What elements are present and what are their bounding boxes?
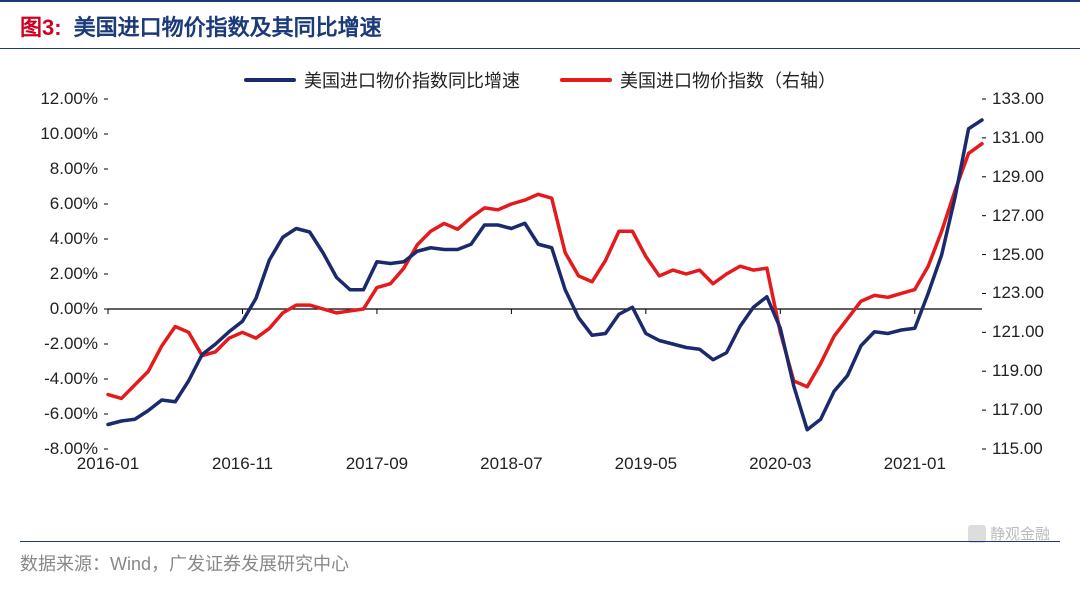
legend-label-1: 美国进口物价指数同比增速 (304, 67, 520, 93)
legend-item-series2: 美国进口物价指数（右轴） (560, 67, 836, 93)
plot-area: 12.00%10.00%8.00%6.00%4.00%2.00%0.00%-2.… (20, 99, 1060, 499)
x-tick: 2016-11 (212, 454, 273, 474)
source-text: 数据来源：Wind，广发证券发展研究中心 (20, 550, 349, 576)
x-tick: 2020-03 (749, 454, 811, 474)
x-tick: 2017-09 (346, 454, 408, 474)
legend-item-series1: 美国进口物价指数同比增速 (244, 67, 520, 93)
chart-legend: 美国进口物价指数同比增速 美国进口物价指数（右轴） (0, 49, 1080, 99)
legend-swatch-2 (560, 78, 612, 82)
y-axis-left: 12.00%10.00%8.00%6.00%4.00%2.00%0.00%-2.… (20, 99, 98, 449)
wechat-icon (968, 525, 986, 543)
chart-footer: 数据来源：Wind，广发证券发展研究中心 (20, 541, 1060, 576)
figure-label: 图3: (20, 10, 62, 42)
plot-canvas (108, 99, 982, 449)
x-tick: 2021-01 (884, 454, 946, 474)
legend-swatch-1 (244, 78, 296, 82)
y-axis-right: 133.00131.00129.00127.00125.00123.00121.… (992, 99, 1060, 449)
x-tick: 2018-07 (480, 454, 542, 474)
x-tick: 2016-01 (77, 454, 139, 474)
x-tick: 2019-05 (615, 454, 677, 474)
chart-header: 图3: 美国进口物价指数及其同比增速 (0, 0, 1080, 49)
figure-title: 美国进口物价指数及其同比增速 (74, 10, 382, 42)
legend-label-2: 美国进口物价指数（右轴） (620, 67, 836, 93)
